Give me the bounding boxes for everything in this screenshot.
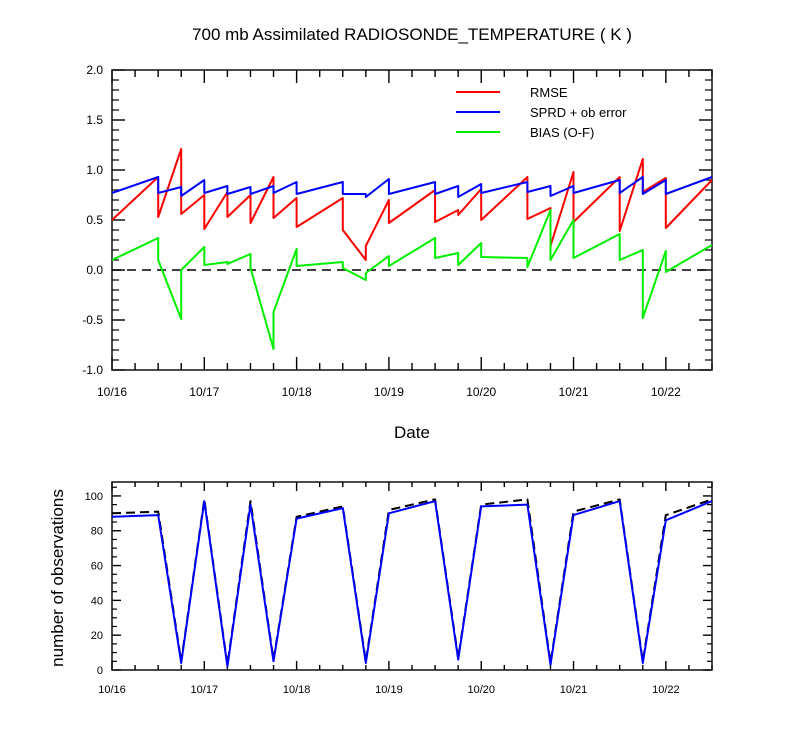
x-tick-label: 10/16 <box>98 684 126 696</box>
series-line-rmse <box>111 148 713 261</box>
chart-title: 700 mb Assimilated RADIOSONDE_TEMPERATUR… <box>192 25 632 44</box>
x-tick-label: 10/17 <box>191 684 219 696</box>
top-panel: 10/16 10/17 10/18 10/19 10/20 10/21 10/22 2.0 1.… <box>82 25 713 442</box>
legend-label: SPRD + ob error <box>530 105 627 120</box>
x-axis-title: Date <box>394 423 430 442</box>
y-axis-title: number of observations <box>48 489 67 667</box>
series-line-bias-o-f <box>111 209 713 350</box>
x-tick-label: 10/18 <box>282 385 312 399</box>
x-tick-label: 10/20 <box>466 385 496 399</box>
series-line-sprd-ob-error <box>111 176 713 198</box>
y-tick-label: -0.5 <box>82 313 103 327</box>
y-tick-label: 0.0 <box>86 263 103 277</box>
x-tick-label: 10/22 <box>651 385 681 399</box>
bottom-panel: 10/16 10/17 10/18 10/19 10/20 10/21 10/22 100 80… <box>48 481 713 696</box>
x-tick-label: 10/17 <box>189 385 219 399</box>
y-tick-label: -1.0 <box>82 363 103 377</box>
y-tick-label: 0 <box>97 665 103 677</box>
y-tick-label: 1.5 <box>86 113 103 127</box>
x-tick-label: 10/20 <box>467 684 495 696</box>
y-tick-label: 2.0 <box>86 63 103 77</box>
legend: RMSE SPRD + ob error BIAS (O-F) <box>456 85 627 140</box>
x-tick-label: 10/19 <box>374 385 404 399</box>
x-tick-label: 10/21 <box>560 684 588 696</box>
y-tick-label: 20 <box>91 630 103 642</box>
y-tick-label: 100 <box>85 491 103 503</box>
series-line-used <box>111 500 713 668</box>
y-tick-label: 40 <box>91 595 103 607</box>
x-tick-label: 10/18 <box>283 684 311 696</box>
x-tick-label: 10/22 <box>652 684 680 696</box>
y-tick-label: 60 <box>91 561 103 573</box>
x-tick-label: 10/21 <box>559 385 589 399</box>
x-tick-label: 10/19 <box>375 684 403 696</box>
series-line-possible <box>111 498 713 666</box>
y-tick-label: 80 <box>91 526 103 538</box>
y-tick-label: 0.5 <box>86 213 103 227</box>
y-tick-label: 1.0 <box>86 163 103 177</box>
x-tick-label: 10/16 <box>97 385 127 399</box>
legend-label: RMSE <box>530 85 568 100</box>
legend-label: BIAS (O-F) <box>530 125 594 140</box>
